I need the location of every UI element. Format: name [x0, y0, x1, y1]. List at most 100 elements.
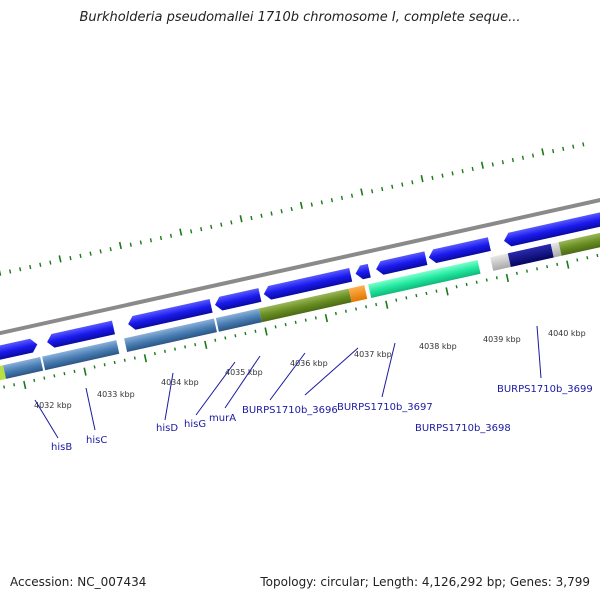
feature-block[interactable]: [215, 308, 262, 332]
gene-label[interactable]: BURPS1710b_3696: [242, 405, 338, 416]
ruler-tick: [350, 193, 354, 198]
gene-arrow[interactable]: [213, 288, 262, 312]
callout-line: [304, 347, 359, 396]
feature-block[interactable]: [490, 253, 511, 271]
gene-arrow[interactable]: [127, 298, 213, 331]
ruler-tick: [8, 269, 12, 274]
ruler-tick: [159, 235, 163, 241]
ruler-tick: [33, 378, 36, 382]
ruler-tick: [471, 166, 474, 172]
ruler-tick: [184, 345, 187, 349]
callout-line: [85, 387, 96, 431]
feature-block[interactable]: [258, 288, 352, 323]
feature-block[interactable]: [558, 231, 600, 256]
gene-arrow[interactable]: [262, 268, 353, 301]
ruler-tick: [552, 148, 555, 154]
gene-arrow[interactable]: [427, 237, 491, 264]
ruler-tick: [234, 334, 237, 338]
ruler-tick: [58, 255, 62, 263]
ruler-tick: [365, 305, 368, 309]
ruler-tick: [511, 157, 515, 163]
callout-line: [224, 355, 261, 409]
ruler-tick: [244, 331, 247, 336]
ruler-tick: [129, 242, 132, 247]
gene-arrow[interactable]: [0, 337, 39, 363]
ruler-tick: [521, 155, 525, 160]
gene-arrow[interactable]: [354, 263, 371, 281]
gene-label[interactable]: hisC: [86, 435, 107, 446]
ruler-tick: [405, 296, 408, 300]
gene-label[interactable]: hisG: [184, 419, 206, 430]
feature-block[interactable]: [42, 340, 120, 371]
ruler-tick: [491, 162, 494, 167]
ruler-tick: [63, 372, 66, 376]
feature-block[interactable]: [550, 242, 562, 258]
feature-block[interactable]: [507, 243, 554, 267]
ruler-label: 4039 kbp: [483, 335, 521, 344]
ruler-tick: [204, 340, 208, 349]
ruler-label: 4033 kbp: [97, 390, 135, 399]
gene-arrow[interactable]: [375, 251, 428, 276]
ruler-tick: [169, 233, 173, 238]
ruler-label: 4032 kbp: [34, 401, 72, 410]
ruler-tick: [546, 265, 549, 269]
ruler-tick: [304, 318, 307, 322]
gene-label[interactable]: BURPS1710b_3697: [337, 402, 433, 413]
ruler-tick: [29, 264, 32, 270]
ruler-tick: [200, 227, 203, 232]
ruler-lower: [3, 253, 599, 390]
ruler-tick: [420, 175, 424, 183]
feature-block[interactable]: [124, 318, 217, 353]
ruler-tick: [220, 222, 223, 227]
ruler-tick: [495, 276, 498, 280]
ruler-label: 4034 kbp: [161, 378, 199, 387]
gene-label[interactable]: hisD: [156, 423, 178, 434]
callout-line: [269, 352, 306, 401]
ruler-tick: [596, 253, 599, 258]
feature-block[interactable]: [0, 365, 7, 382]
ruler-tick: [515, 271, 518, 275]
topology-stats-text: Topology: circular; Length: 4,126,292 bp…: [260, 575, 590, 589]
gene-label[interactable]: BURPS1710b_3699: [497, 384, 593, 395]
ruler-tick: [531, 153, 535, 158]
ruler-tick: [174, 347, 177, 351]
ruler-tick: [525, 269, 528, 273]
feature-block[interactable]: [348, 285, 368, 303]
ruler-tick: [586, 256, 589, 260]
ruler-tick: [133, 356, 136, 360]
ruler-tick: [179, 228, 183, 236]
ruler-tick: [284, 322, 287, 327]
gene-arrow[interactable]: [46, 320, 115, 349]
ruler-tick: [582, 142, 585, 147]
ruler-tick: [330, 198, 334, 203]
gene-label[interactable]: hisB: [51, 442, 72, 453]
ruler-tick: [239, 215, 243, 223]
ruler-label: 4035 kbp: [225, 368, 263, 377]
ruler-tick: [320, 200, 323, 205]
ruler-tick: [501, 160, 504, 165]
ruler-label: 4040 kbp: [548, 329, 586, 338]
ruler-tick: [83, 367, 87, 376]
ruler-tick: [355, 307, 358, 311]
ruler-tick: [123, 358, 126, 362]
ruler-tick: [485, 278, 488, 282]
feature-block[interactable]: [3, 357, 44, 379]
ruler-tick: [190, 229, 193, 234]
callout-line: [381, 342, 396, 398]
ruler-tick: [143, 354, 148, 363]
gene-arrow[interactable]: [502, 212, 600, 247]
ruler-tick: [360, 188, 364, 196]
ruler-tick: [73, 369, 76, 374]
callout-line: [164, 372, 174, 421]
ruler-tick: [79, 253, 82, 258]
gene-label[interactable]: murA: [209, 413, 236, 424]
ruler-tick: [556, 262, 559, 267]
gene-label[interactable]: BURPS1710b_3698: [415, 423, 511, 434]
ruler-tick: [334, 311, 337, 316]
ruler-label: 4038 kbp: [419, 342, 457, 351]
feature-block[interactable]: [368, 260, 481, 298]
ruler-tick: [280, 209, 283, 214]
ruler-tick: [39, 262, 42, 267]
